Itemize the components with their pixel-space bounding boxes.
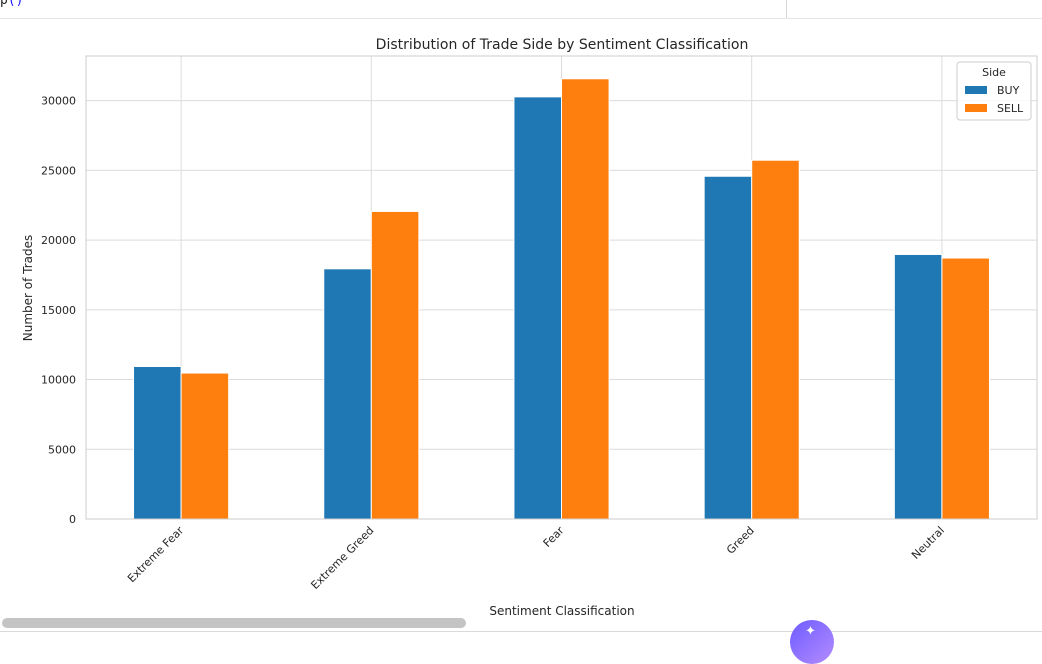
- legend-label-buy: BUY: [997, 84, 1020, 97]
- legend-label-sell: SELL: [997, 102, 1024, 115]
- chart-title: Distribution of Trade Side by Sentiment …: [376, 37, 749, 53]
- panel-divider: [786, 0, 787, 18]
- plot-area: 0 5000 10000 15000 20000 25000 30000 Extreme Fe…: [41, 55, 1038, 592]
- chart-legend: Side BUY SELL: [956, 61, 1032, 121]
- y-axis-label: Number of Trades: [21, 235, 35, 342]
- horizontal-scrollbar-thumb[interactable]: [2, 618, 466, 628]
- plot-frame: [85, 55, 1038, 520]
- assistant-button[interactable]: ✦: [790, 620, 834, 664]
- bar-buy: [323, 268, 372, 520]
- x-tick-label: Neutral: [909, 524, 947, 562]
- y-tick-label: 10000: [41, 374, 76, 387]
- bar-buy: [513, 96, 563, 520]
- trade-side-bar-chart: Distribution of Trade Side by Sentiment …: [21, 37, 1038, 618]
- y-tick-label: 5000: [48, 443, 76, 456]
- y-tick-label: 0: [69, 513, 76, 526]
- output-bottom-divider: [0, 631, 1042, 632]
- bar-buy: [703, 175, 753, 520]
- sparkle-icon: ✦: [805, 624, 816, 639]
- code-fragment-paren: (): [7, 0, 24, 8]
- bar-sell: [561, 78, 610, 520]
- bar-sell: [941, 257, 990, 520]
- y-tick-label: 15000: [41, 304, 76, 317]
- bar-sell: [751, 159, 800, 520]
- bar-buy: [133, 366, 182, 520]
- legend-swatch-buy: [965, 86, 987, 94]
- y-tick-label: 20000: [41, 234, 76, 247]
- notebook-top-strip: p(): [0, 0, 1042, 19]
- legend-title: Side: [982, 66, 1006, 79]
- bar-sell: [180, 372, 230, 520]
- bar-buy: [893, 253, 943, 520]
- y-tick-label: 25000: [41, 164, 76, 177]
- code-fragment-text: p: [0, 0, 8, 8]
- x-tick-label: Extreme Greed: [308, 524, 376, 592]
- horizontal-scrollbar[interactable]: [0, 616, 1042, 628]
- x-axis-label: Sentiment Classification: [489, 604, 634, 618]
- x-tick-label: Greed: [724, 524, 757, 557]
- legend-swatch-sell: [965, 104, 987, 112]
- bar-sell: [370, 210, 420, 520]
- x-tick-label: Extreme Fear: [125, 524, 187, 586]
- x-tick-label: Fear: [541, 524, 567, 550]
- code-fragment: p(): [0, 0, 23, 8]
- y-tick-label: 30000: [41, 95, 76, 108]
